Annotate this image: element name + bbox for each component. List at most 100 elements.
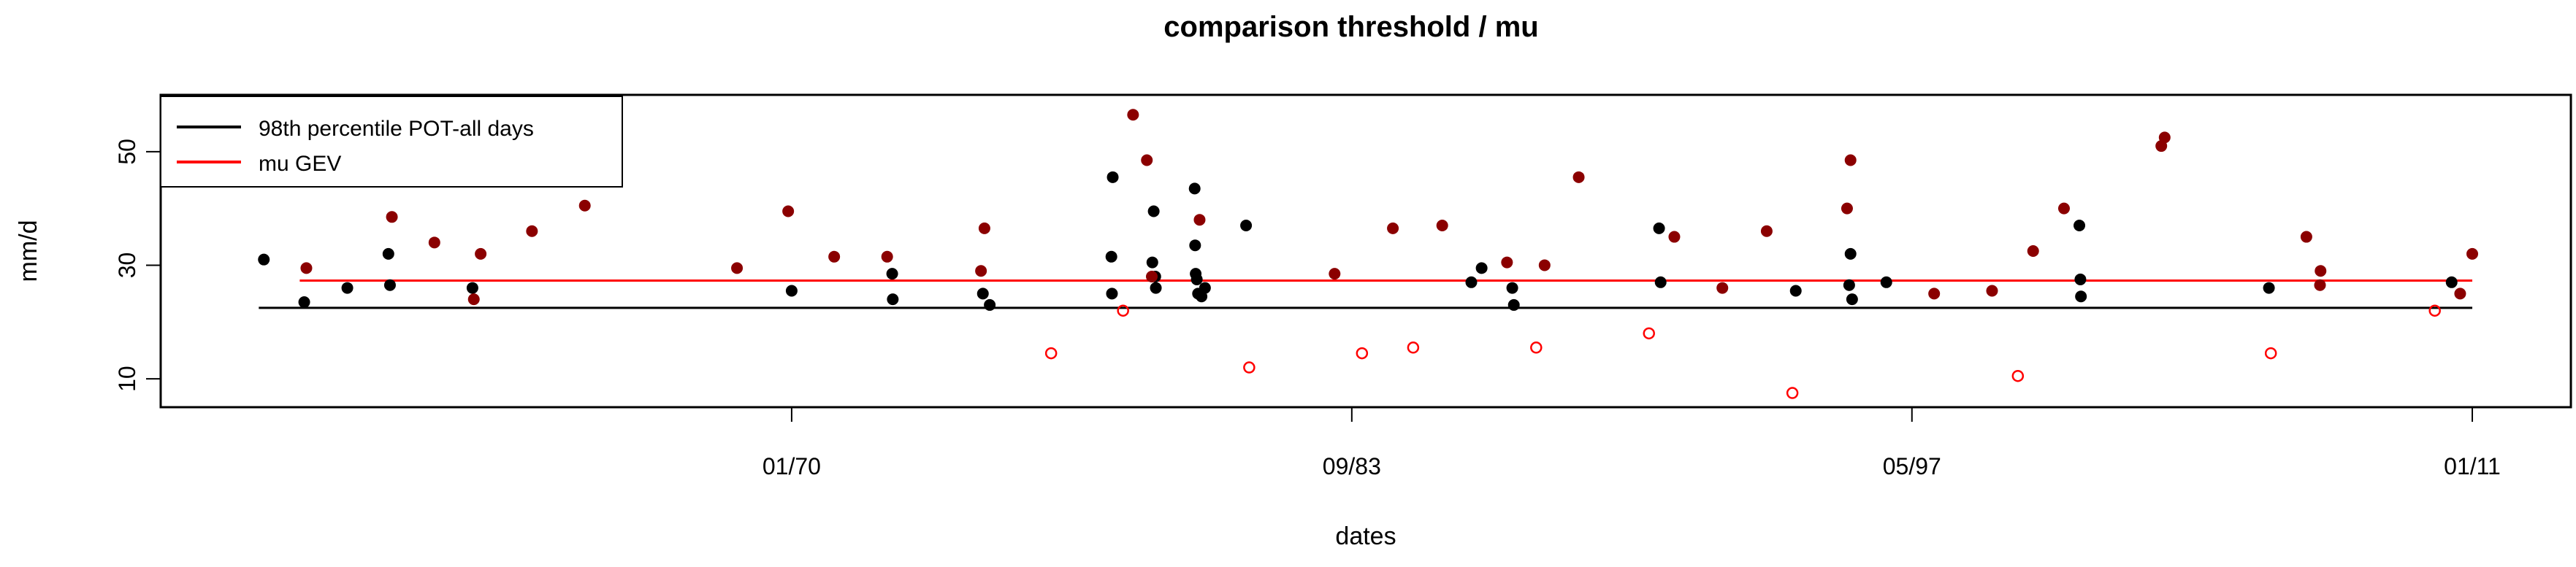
data-point	[2074, 273, 2087, 285]
data-point	[1841, 202, 1853, 215]
data-point	[467, 293, 480, 306]
x-tick-label: 01/11	[2444, 453, 2501, 479]
data-point	[1146, 256, 1158, 269]
data-point	[1880, 276, 1892, 288]
data-point	[2300, 231, 2312, 243]
data-point	[1465, 276, 1478, 288]
data-point	[1436, 219, 1448, 231]
open-point	[2264, 347, 2277, 360]
open-point	[1786, 387, 1799, 399]
data-point	[383, 279, 396, 291]
data-point	[1193, 214, 1206, 226]
data-point	[300, 262, 313, 274]
data-point	[2075, 290, 2087, 303]
data-point	[976, 288, 989, 300]
y-axis: 10 30 50	[114, 139, 161, 392]
data-point	[782, 205, 795, 217]
data-point	[2027, 245, 2039, 257]
data-point	[1716, 282, 1729, 294]
threshold-lines	[259, 279, 2472, 309]
data-point	[1506, 282, 1518, 294]
data-point	[1105, 250, 1117, 263]
data-point	[526, 225, 538, 237]
data-point	[2454, 288, 2466, 300]
data-point	[1668, 231, 1681, 243]
x-tick-label: 05/97	[1883, 453, 1941, 479]
data-point	[1329, 268, 1341, 280]
data-point	[975, 265, 987, 277]
x-axis: 01/70 09/83 05/97 01/11	[763, 406, 2501, 479]
data-point	[1127, 109, 1139, 121]
data-point	[2314, 279, 2326, 291]
data-point	[1141, 154, 1153, 166]
legend-box	[160, 96, 623, 188]
data-point	[887, 293, 899, 306]
legend-label-mu: mu GEV	[259, 152, 341, 176]
data-point	[1572, 171, 1585, 183]
data-point	[978, 222, 990, 234]
open-point	[1044, 347, 1058, 360]
data-point	[1199, 282, 1211, 294]
y-tick-label: 30	[114, 252, 140, 279]
data-point	[1501, 256, 1513, 269]
data-point	[466, 282, 478, 294]
x-tick-label: 01/70	[763, 453, 821, 479]
data-point	[298, 296, 310, 309]
data-point	[386, 211, 398, 223]
data-point	[1844, 154, 1857, 166]
legend-label-threshold: 98th percentile POT-all days	[259, 117, 534, 141]
y-axis-label: mm/d	[15, 220, 42, 282]
data-point	[1538, 259, 1551, 271]
open-point	[1117, 304, 1129, 317]
data-point	[428, 236, 440, 249]
data-point	[1986, 285, 1998, 297]
open-point	[1643, 327, 1655, 340]
data-point	[1240, 219, 1253, 231]
data-point	[886, 268, 898, 280]
open-point	[1243, 361, 1255, 374]
data-point	[2315, 265, 2327, 277]
chart-title: comparison threshold / mu	[1163, 11, 1538, 43]
data-point	[1189, 239, 1201, 252]
data-point	[341, 282, 353, 294]
data-points	[258, 109, 2478, 399]
data-point	[2466, 247, 2478, 260]
data-point	[578, 199, 591, 212]
data-point	[475, 247, 487, 260]
data-point	[1188, 182, 1201, 195]
data-point	[1475, 262, 1488, 274]
open-point	[1356, 347, 1369, 360]
data-point	[828, 250, 841, 263]
data-point	[2074, 219, 2086, 231]
data-point	[1150, 282, 1162, 294]
data-point	[1190, 273, 1203, 285]
data-point	[1387, 222, 1399, 234]
data-point	[1846, 293, 1858, 306]
x-tick-label: 09/83	[1323, 453, 1381, 479]
data-point	[1146, 271, 1158, 283]
data-point	[1106, 288, 1118, 300]
open-point	[1530, 342, 1543, 354]
data-point	[881, 250, 893, 263]
open-point	[2428, 304, 2441, 317]
data-point	[1844, 247, 1857, 260]
data-point	[2445, 276, 2458, 288]
data-point	[1507, 298, 1520, 311]
data-point	[2057, 202, 2070, 215]
data-point	[2158, 131, 2171, 144]
y-tick-label: 50	[114, 139, 140, 165]
data-point	[2263, 282, 2275, 294]
data-point	[1843, 279, 1855, 291]
data-point	[1760, 225, 1773, 237]
legend: 98th percentile POT-all days mu GEV	[160, 96, 623, 188]
x-axis-label: dates	[1335, 522, 1396, 550]
data-point	[1789, 285, 1802, 297]
data-point	[1107, 171, 1119, 183]
data-point	[258, 253, 270, 266]
data-point	[1928, 288, 1941, 300]
data-point	[1147, 205, 1160, 217]
data-point	[731, 262, 744, 274]
data-point	[1653, 222, 1665, 234]
data-point	[382, 247, 394, 260]
